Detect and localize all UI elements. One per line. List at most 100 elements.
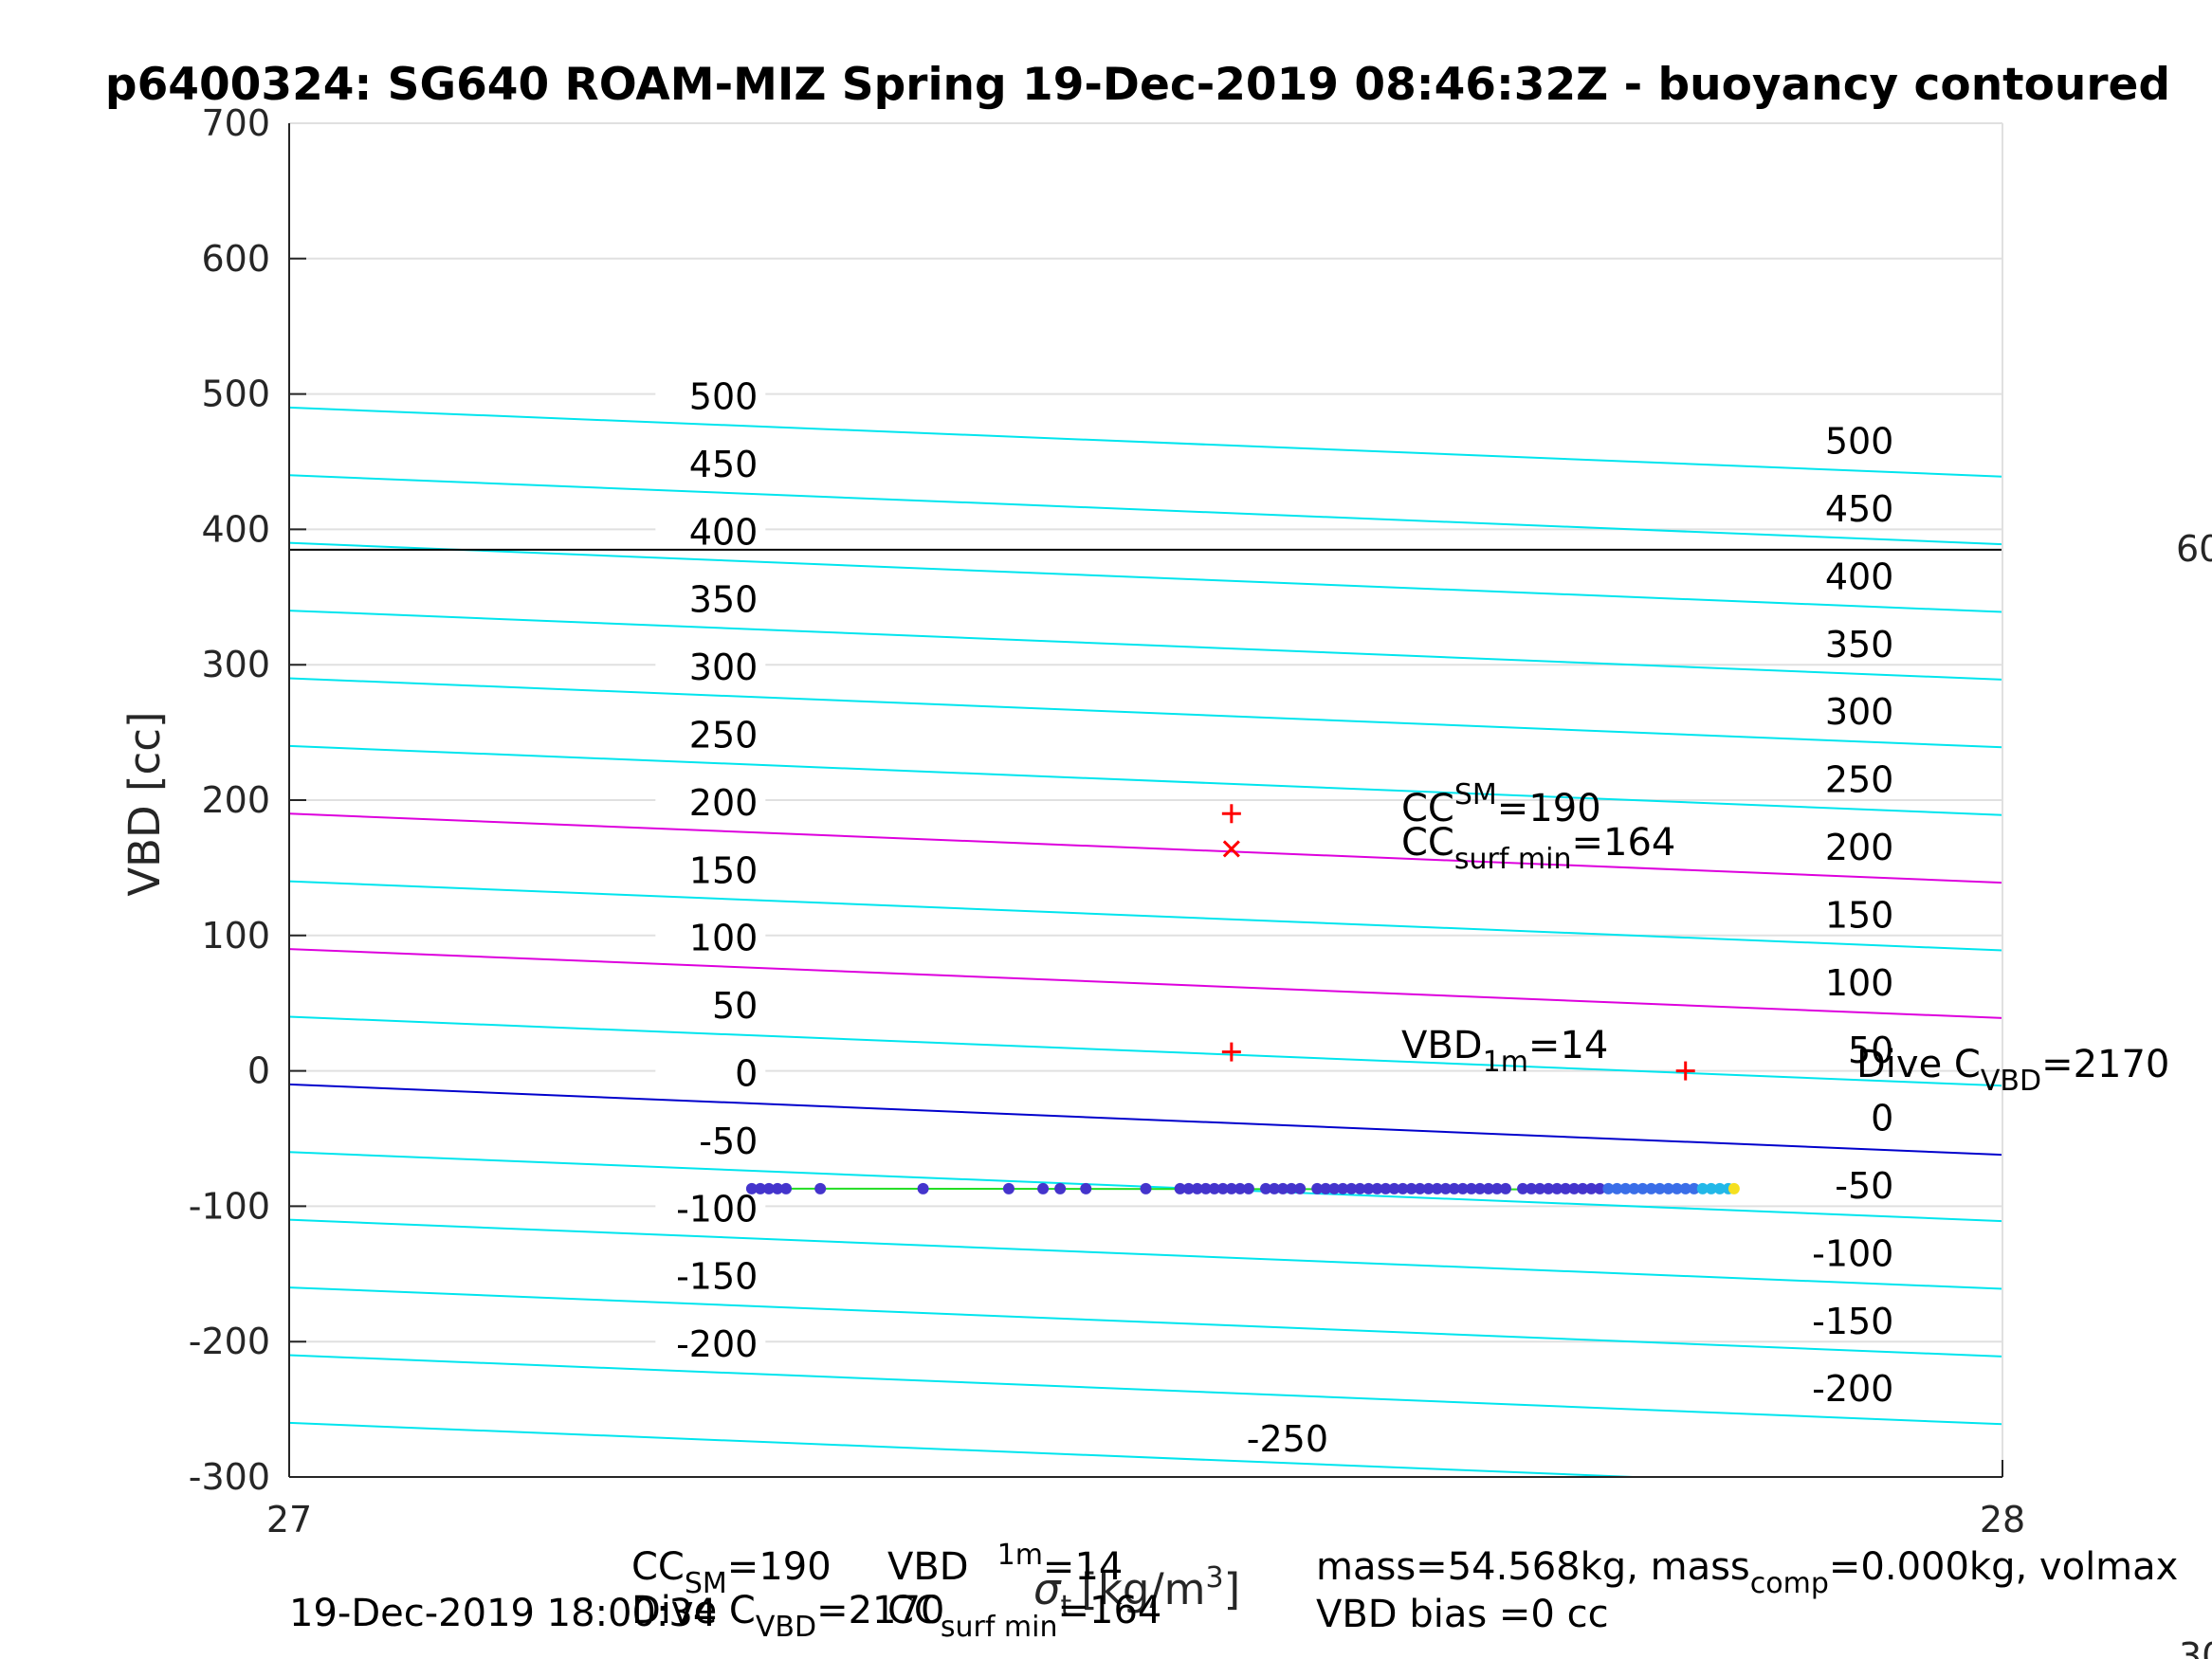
- x-tick-label: 28: [1980, 1499, 2025, 1540]
- sample-point: [1713, 1182, 1726, 1194]
- axes: [288, 122, 2003, 1478]
- contour-label-bg: [655, 913, 766, 957]
- annotation-cc-surf-min: CCsurf min=164: [1401, 821, 1675, 876]
- contour-label: -150: [1812, 1301, 1893, 1342]
- contour-label-bg: [1791, 483, 1902, 528]
- sample-point: [1619, 1182, 1632, 1194]
- footer-dive-c-vbd: Dive CVBD=2170: [631, 1589, 944, 1644]
- chart-title: p6400324: SG640 ROAM-MIZ Spring 19-Dec-2…: [105, 59, 2170, 111]
- contour-label-bg: [1791, 1296, 1902, 1340]
- sample-point: [1311, 1182, 1324, 1194]
- contour-line: [288, 610, 2003, 681]
- sample-point: [1422, 1182, 1435, 1194]
- sample-point: [1259, 1182, 1271, 1194]
- sample-point: [1328, 1182, 1341, 1194]
- magenta-line: [288, 812, 2003, 884]
- contour-label-bg: [1791, 957, 1902, 1002]
- contour-label-bg: [1791, 687, 1902, 732]
- contour-label: 200: [1825, 827, 1894, 868]
- y-tick-label: 500: [201, 374, 270, 415]
- contour-label-bg: [655, 507, 766, 552]
- contour-line: [288, 677, 2003, 749]
- sample-point: [762, 1182, 775, 1194]
- plus-marker: [1675, 1061, 1695, 1081]
- contour-label: -50: [699, 1121, 758, 1162]
- contour-label: -200: [676, 1323, 758, 1365]
- contour-label-bg: [655, 1048, 766, 1093]
- sample-point: [1216, 1182, 1229, 1194]
- contour-label: 100: [1825, 962, 1894, 1004]
- sample-point: [1490, 1182, 1503, 1194]
- y-tick-label: 400: [201, 508, 270, 550]
- plus-marker: [1221, 1042, 1241, 1062]
- zero-buoyancy-line: [288, 1083, 2003, 1157]
- buoyancy-contours: 500450400350300250200150100500-50-100-15…: [288, 372, 2003, 1478]
- sample-point: [1594, 1182, 1606, 1194]
- contour-label: -100: [676, 1188, 758, 1230]
- contour-label: -250: [1247, 1418, 1328, 1460]
- sample-point: [1191, 1182, 1203, 1194]
- contour-label: -200: [1812, 1368, 1893, 1410]
- sample-point: [1662, 1182, 1674, 1194]
- sample-point: [1354, 1182, 1366, 1194]
- magenta-line: [288, 948, 2003, 1019]
- contour-line: [288, 1421, 1634, 1478]
- sample-points: [745, 1182, 1740, 1194]
- sample-point: [1431, 1182, 1443, 1194]
- footer-timestamp: 19-Dec-2019 18:00:34: [289, 1592, 717, 1635]
- contour-label-bg: [655, 439, 766, 483]
- sample-point: [1636, 1182, 1649, 1194]
- sample-point: [1380, 1182, 1392, 1194]
- x-tick-label: 27: [266, 1499, 312, 1540]
- contour-line: [288, 1218, 2003, 1290]
- sample-point: [1080, 1182, 1092, 1194]
- contour-label-bg: [1791, 1093, 1902, 1138]
- sample-point: [1526, 1182, 1538, 1194]
- y-axis-label: VBD [cc]: [119, 711, 170, 896]
- y-tick-label: -100: [189, 1185, 270, 1227]
- contour-label: 200: [689, 782, 759, 824]
- contour-label: 400: [1825, 556, 1894, 597]
- x-axis-label: σt [kg/m3]: [1033, 1561, 1240, 1623]
- contour-line: [288, 880, 2003, 952]
- markers: [1221, 804, 1695, 1081]
- contour-label-bg: [1791, 822, 1902, 866]
- sample-point: [1543, 1182, 1555, 1194]
- contour-line: [288, 474, 2003, 546]
- sample-point: [1611, 1182, 1623, 1194]
- contour-line: [288, 1354, 2003, 1426]
- contour-line: [288, 744, 2003, 816]
- contour-label: 500: [1825, 421, 1894, 463]
- sample-point: [1208, 1182, 1220, 1194]
- sample-point: [1388, 1182, 1400, 1194]
- sample-point: [1439, 1182, 1452, 1194]
- sample-point: [1534, 1182, 1546, 1194]
- contour-label-bg: [1791, 416, 1902, 461]
- y-tick-label: 600: [201, 238, 270, 280]
- sample-point: [1294, 1182, 1307, 1194]
- contour-label-bg: [1226, 1414, 1337, 1459]
- plus-marker: [1221, 804, 1241, 824]
- contour-label: 50: [1848, 1030, 1893, 1071]
- contour-label: 0: [735, 1052, 758, 1094]
- sample-point: [1140, 1182, 1152, 1194]
- contour-label-bg: [655, 574, 766, 619]
- sample-point: [1199, 1182, 1212, 1194]
- sample-point: [1705, 1182, 1717, 1194]
- contour-label-bg: [1791, 755, 1902, 799]
- y-tick-label: 0: [247, 1050, 270, 1092]
- contour-label-bg: [1791, 1160, 1902, 1205]
- contour-label-bg: [1791, 1026, 1902, 1070]
- sample-point: [1225, 1182, 1237, 1194]
- sample-point: [1517, 1182, 1529, 1194]
- sample-point: [1269, 1182, 1281, 1194]
- sample-point: [745, 1182, 758, 1194]
- sample-point: [1414, 1182, 1426, 1194]
- sample-point: [1320, 1182, 1332, 1194]
- marker-stroke: [1222, 840, 1240, 858]
- contour-label: -100: [1812, 1232, 1893, 1274]
- sample-point: [1286, 1182, 1298, 1194]
- reference-lines: [288, 548, 2003, 1157]
- sample-point: [1671, 1182, 1683, 1194]
